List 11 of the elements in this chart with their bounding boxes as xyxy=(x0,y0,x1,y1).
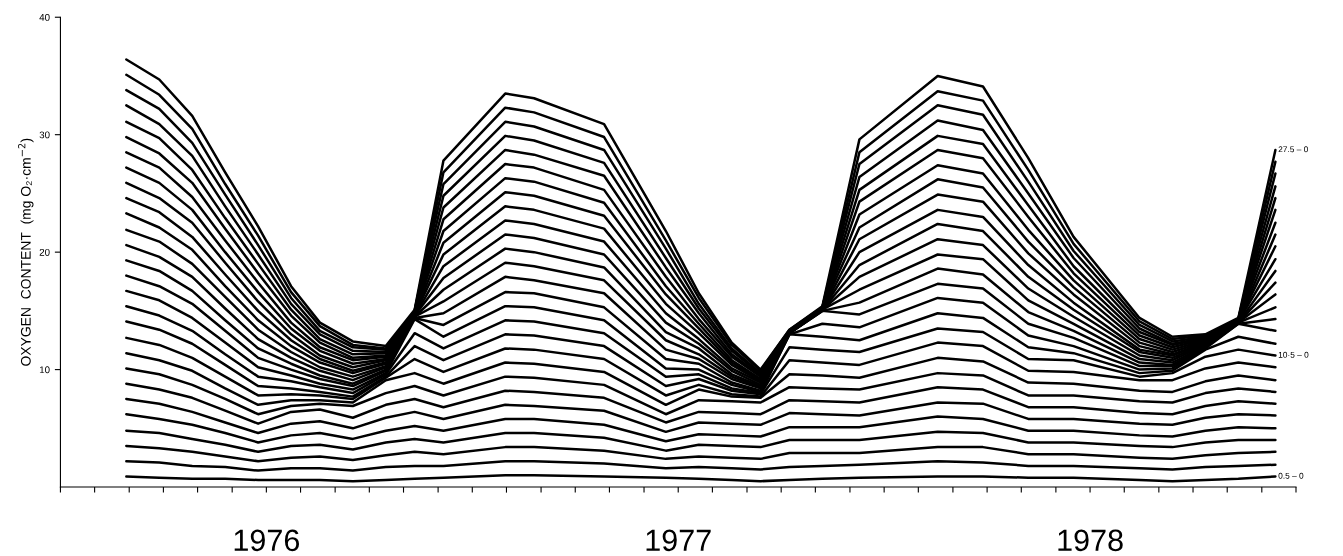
y-axis-title: OXYGEN CONTENT (mg O₂·cm$^{−2}$) xyxy=(18,138,34,366)
x-tick-label: 1978 xyxy=(1058,529,1123,552)
x-tick-label: 1976 xyxy=(234,529,300,552)
series-label: 0.5 – 0 xyxy=(1278,472,1304,479)
y-tick-label: 10 xyxy=(39,366,50,374)
y-tick-label: 40 xyxy=(39,13,50,21)
series-label: 10·5 – 0 xyxy=(1278,351,1309,358)
series-label: 27.5 – 0 xyxy=(1278,146,1308,153)
y-tick-label: 30 xyxy=(39,131,50,139)
y-tick-label: 20 xyxy=(39,248,50,256)
x-tick-label: 1977 xyxy=(646,529,711,552)
